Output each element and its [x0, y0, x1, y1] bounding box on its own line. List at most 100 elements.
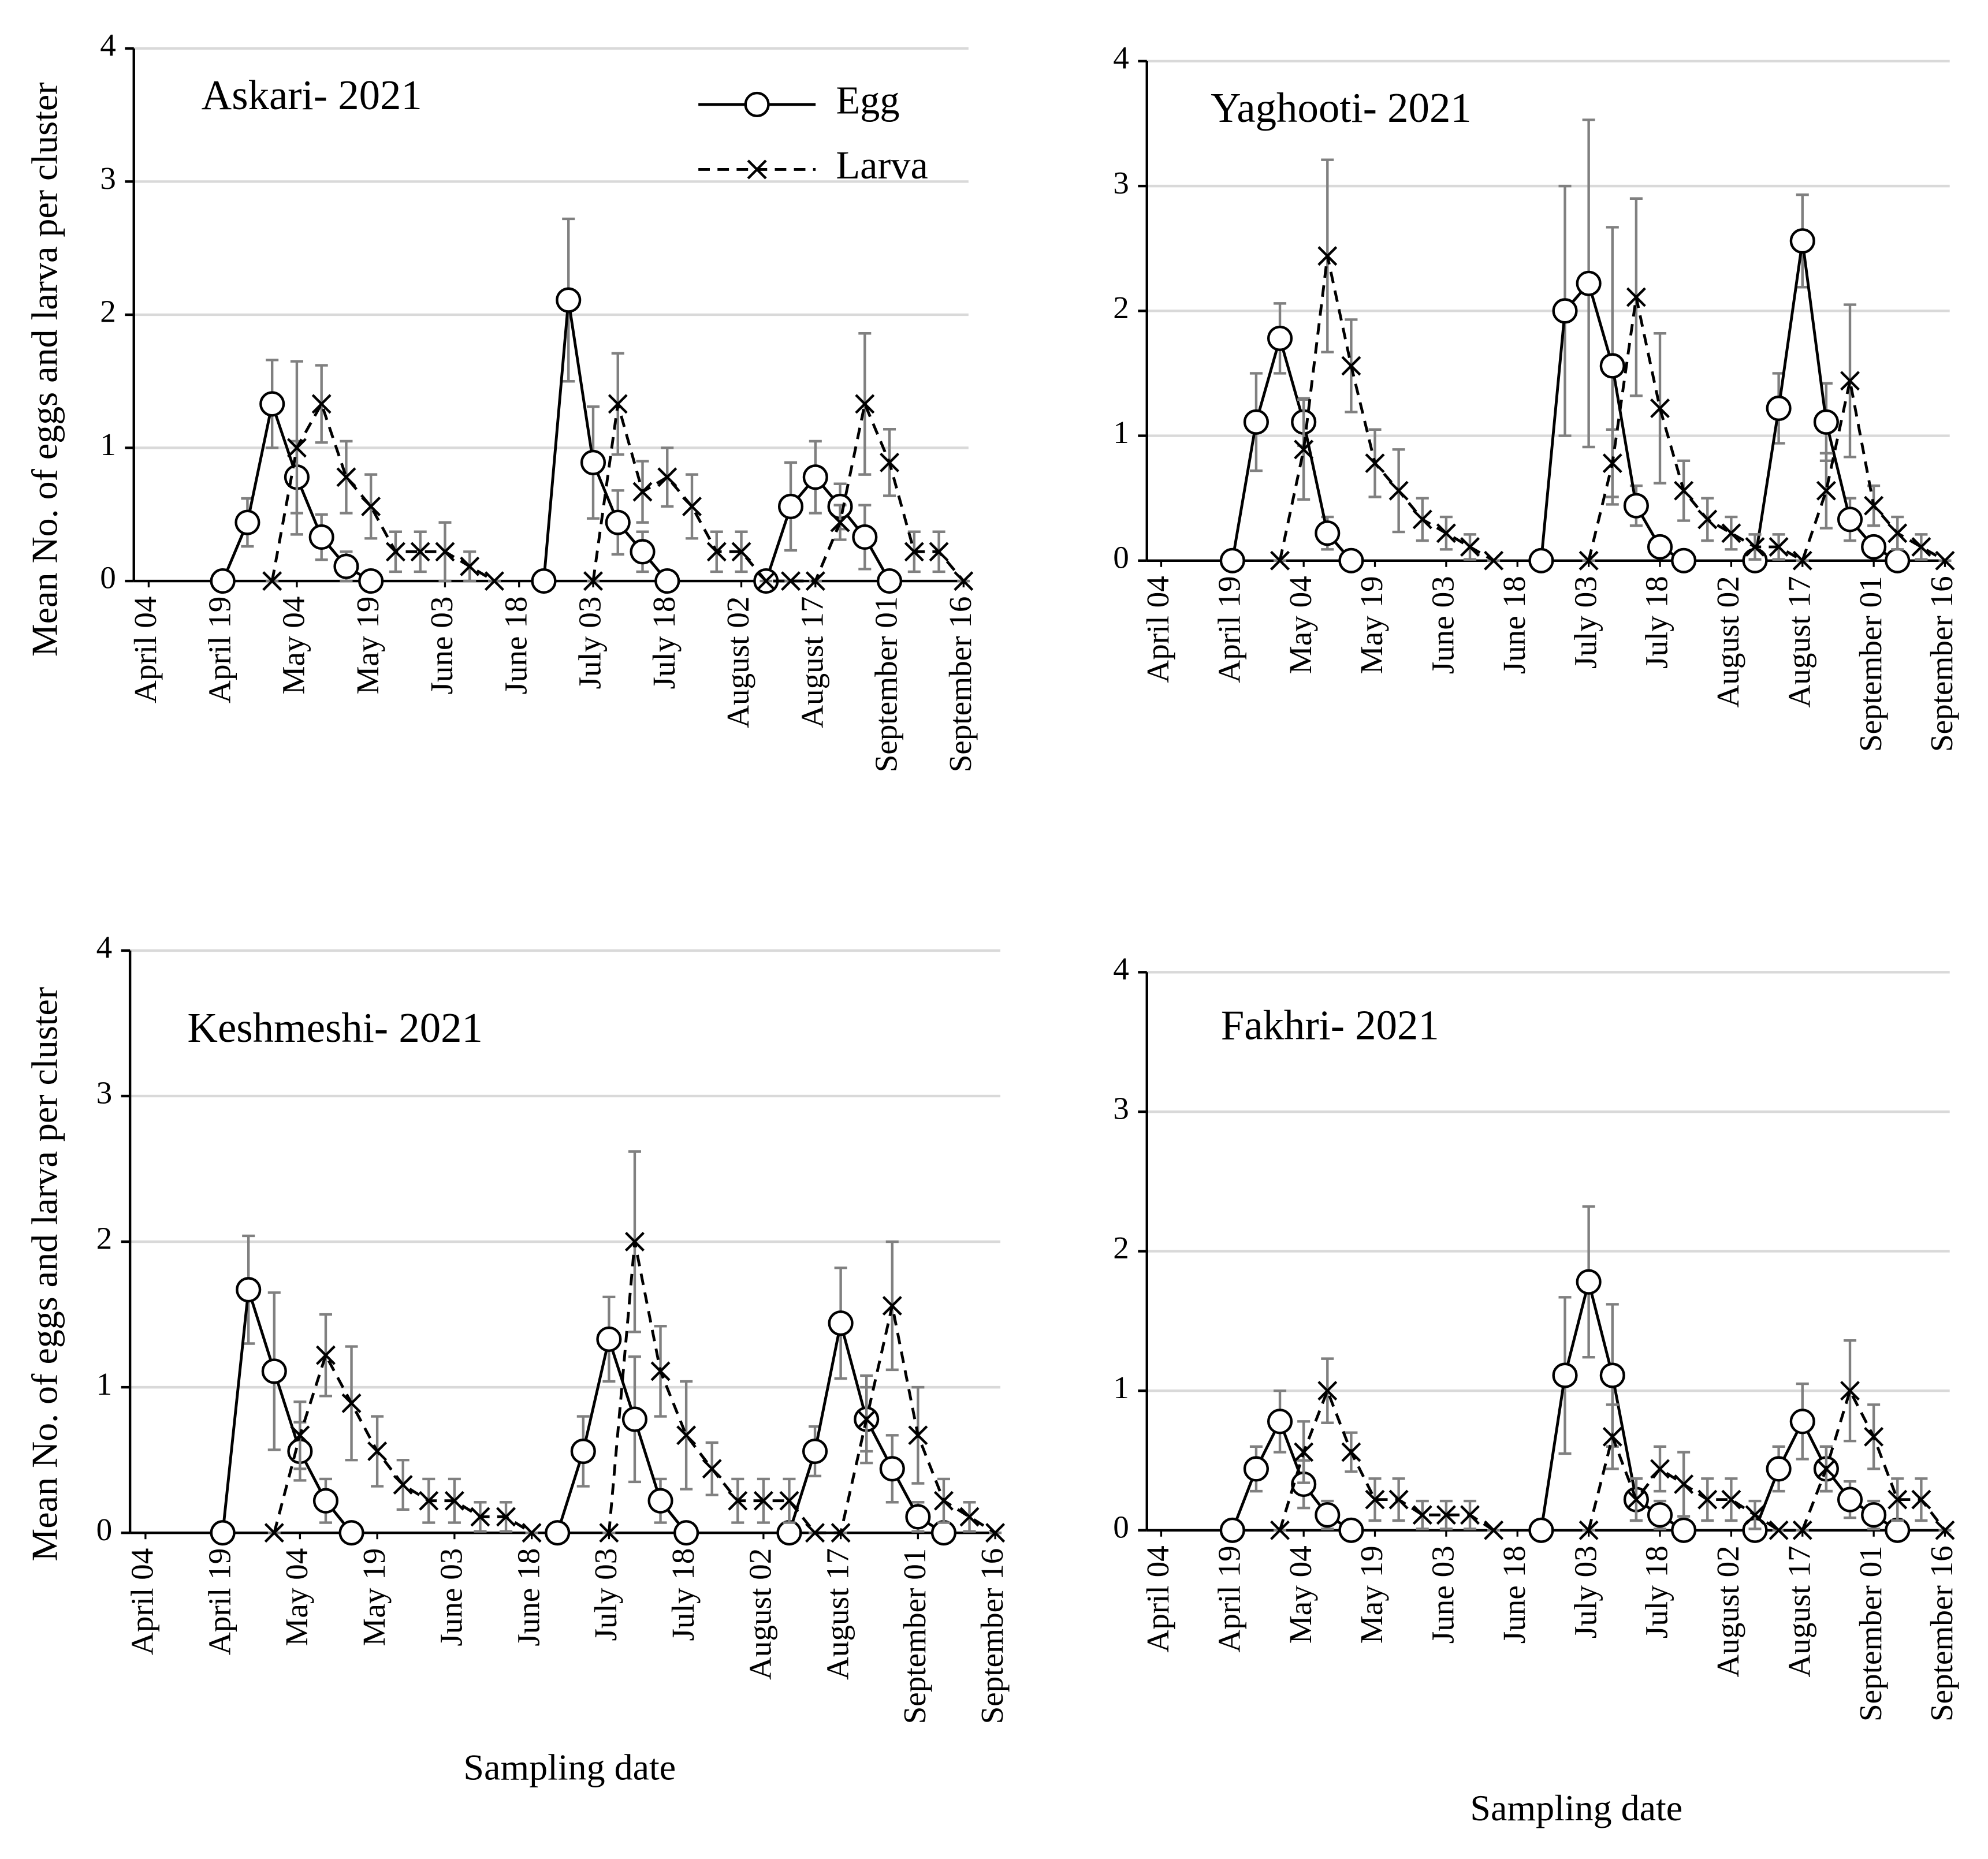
data-point [264, 1523, 284, 1543]
x-tick-label: June 03 [424, 597, 459, 695]
data-point [234, 509, 260, 535]
x-tick-label: May 04 [1283, 1545, 1318, 1644]
data-point [1888, 523, 1908, 543]
data-point [933, 1491, 954, 1511]
data-point [1911, 1489, 1931, 1510]
data-point [1412, 509, 1432, 530]
data-point [1388, 1489, 1409, 1510]
y-tick-label: 2 [96, 1221, 113, 1256]
data-point [1861, 534, 1887, 560]
data-point [1219, 1517, 1245, 1543]
data-point [1650, 398, 1670, 418]
data-point [830, 512, 850, 532]
x-tick-label: April 04 [1140, 1545, 1175, 1652]
data-point [312, 1488, 339, 1514]
x-tick-label: September 16 [1924, 1545, 1959, 1722]
data-point [1267, 1409, 1293, 1435]
data-point [1935, 550, 1955, 571]
data-point [410, 542, 430, 562]
x-tick-label: May 19 [350, 597, 385, 695]
data-point [1674, 1474, 1694, 1495]
x-tick-label: May 04 [276, 597, 311, 695]
data-point [1294, 439, 1314, 460]
data-point [1766, 1456, 1792, 1482]
y-axis-label: Mean No. of eggs and larva per cluster [24, 82, 65, 657]
data-point [333, 553, 359, 579]
data-point [1888, 1489, 1908, 1510]
data-point [1745, 537, 1765, 557]
data-point [1792, 1520, 1812, 1540]
data-point [599, 1523, 619, 1543]
data-point [1243, 1456, 1269, 1482]
data-point [1840, 1381, 1860, 1401]
x-tick-label: June 03 [1425, 576, 1461, 674]
data-point [805, 571, 825, 591]
data-point [650, 1361, 671, 1381]
data-point [210, 1520, 236, 1546]
data-point [828, 1310, 854, 1336]
data-point [570, 1438, 596, 1465]
panel: 0 1 2 3 4 April 04 April 19 May 04 May 19 June 03… [24, 27, 978, 772]
data-point [882, 1295, 902, 1316]
legend-label: Larva [836, 143, 928, 187]
data-point [1626, 287, 1646, 307]
y-axis-label: Mean No. of eggs and larva per cluster [24, 987, 65, 1562]
data-point [341, 1393, 362, 1413]
data-point [1837, 1487, 1863, 1512]
data-point [654, 568, 680, 594]
data-point [583, 571, 603, 591]
x-tick-label: April 19 [202, 1548, 237, 1655]
x-tick-label: August 02 [720, 597, 755, 728]
y-tick-label: 2 [100, 294, 116, 329]
y-tick-label: 0 [100, 560, 116, 595]
data-point [336, 467, 356, 487]
x-tick-label: May 19 [356, 1548, 392, 1646]
y-tick-label: 0 [1113, 1509, 1129, 1544]
data-point [929, 542, 949, 562]
x-axis-label: Sampling date [1470, 1787, 1682, 1828]
data-point [1721, 1489, 1741, 1510]
data-point [954, 571, 974, 591]
x-tick-label: July 18 [1639, 1545, 1674, 1638]
data-point [1864, 1426, 1884, 1447]
data-point [1837, 506, 1863, 532]
data-point [1388, 480, 1409, 501]
chart-title: Keshmeshi- 2021 [187, 1004, 483, 1051]
chart-title: Fakhri- 2021 [1221, 1001, 1439, 1048]
y-tick-label: 4 [100, 27, 116, 62]
x-tick-label: June 18 [1496, 576, 1532, 674]
data-point [1579, 1520, 1599, 1540]
data-point [1552, 1362, 1578, 1388]
data-point [1484, 1520, 1504, 1540]
data-point [857, 1409, 877, 1429]
data-point [496, 1507, 516, 1527]
data-point [1436, 523, 1456, 543]
data-point [385, 542, 405, 562]
x-tick-label: September 01 [897, 1548, 932, 1724]
y-tick-label: 0 [1113, 539, 1129, 575]
data-point [470, 1507, 490, 1527]
data-point [286, 438, 307, 458]
panel: 0 1 2 3 4 April 04 April 19 May 04 May 19 June 03… [1113, 40, 1959, 752]
data-point [262, 571, 282, 591]
data-point [1935, 1520, 1955, 1540]
data-point [1528, 1517, 1554, 1543]
x-tick-label: June 03 [1425, 1545, 1461, 1644]
x-tick-label: July 18 [1639, 576, 1674, 669]
data-point [879, 1456, 905, 1482]
data-point [776, 1520, 802, 1546]
series-line [1278, 1387, 1946, 1532]
data-point [1861, 1502, 1887, 1528]
data-point [1813, 409, 1839, 435]
data-point [338, 1520, 364, 1546]
data-point [1602, 1426, 1622, 1447]
data-point [930, 1520, 957, 1546]
data-point [1647, 534, 1673, 560]
x-tick-label: September 01 [1853, 576, 1888, 752]
data-point [1697, 509, 1718, 530]
data-point [630, 539, 656, 565]
y-tick-label: 2 [1113, 1230, 1129, 1265]
x-tick-label: June 18 [498, 597, 533, 695]
data-point [1460, 1505, 1480, 1525]
